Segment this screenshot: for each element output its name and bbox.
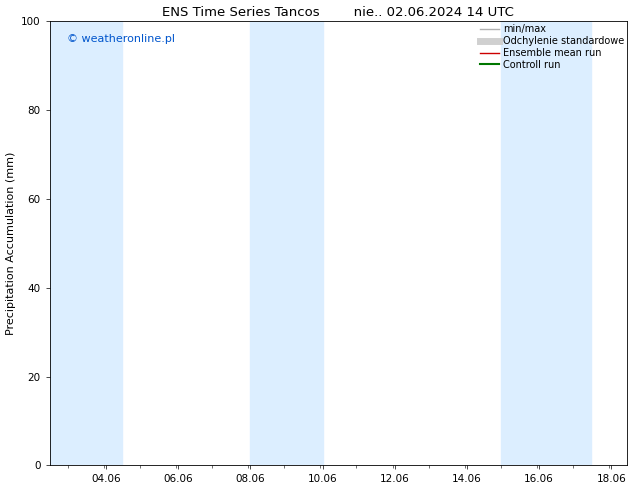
Y-axis label: Precipitation Accumulation (mm): Precipitation Accumulation (mm)	[6, 151, 16, 335]
Legend: min/max, Odchylenie standardowe, Ensemble mean run, Controll run: min/max, Odchylenie standardowe, Ensembl…	[479, 24, 624, 70]
Bar	[250, 21, 323, 465]
Bar	[49, 21, 122, 465]
Bar	[501, 21, 591, 465]
Text: © weatheronline.pl: © weatheronline.pl	[67, 34, 175, 45]
Title: ENS Time Series Tancos        nie.. 02.06.2024 14 UTC: ENS Time Series Tancos nie.. 02.06.2024 …	[162, 5, 514, 19]
